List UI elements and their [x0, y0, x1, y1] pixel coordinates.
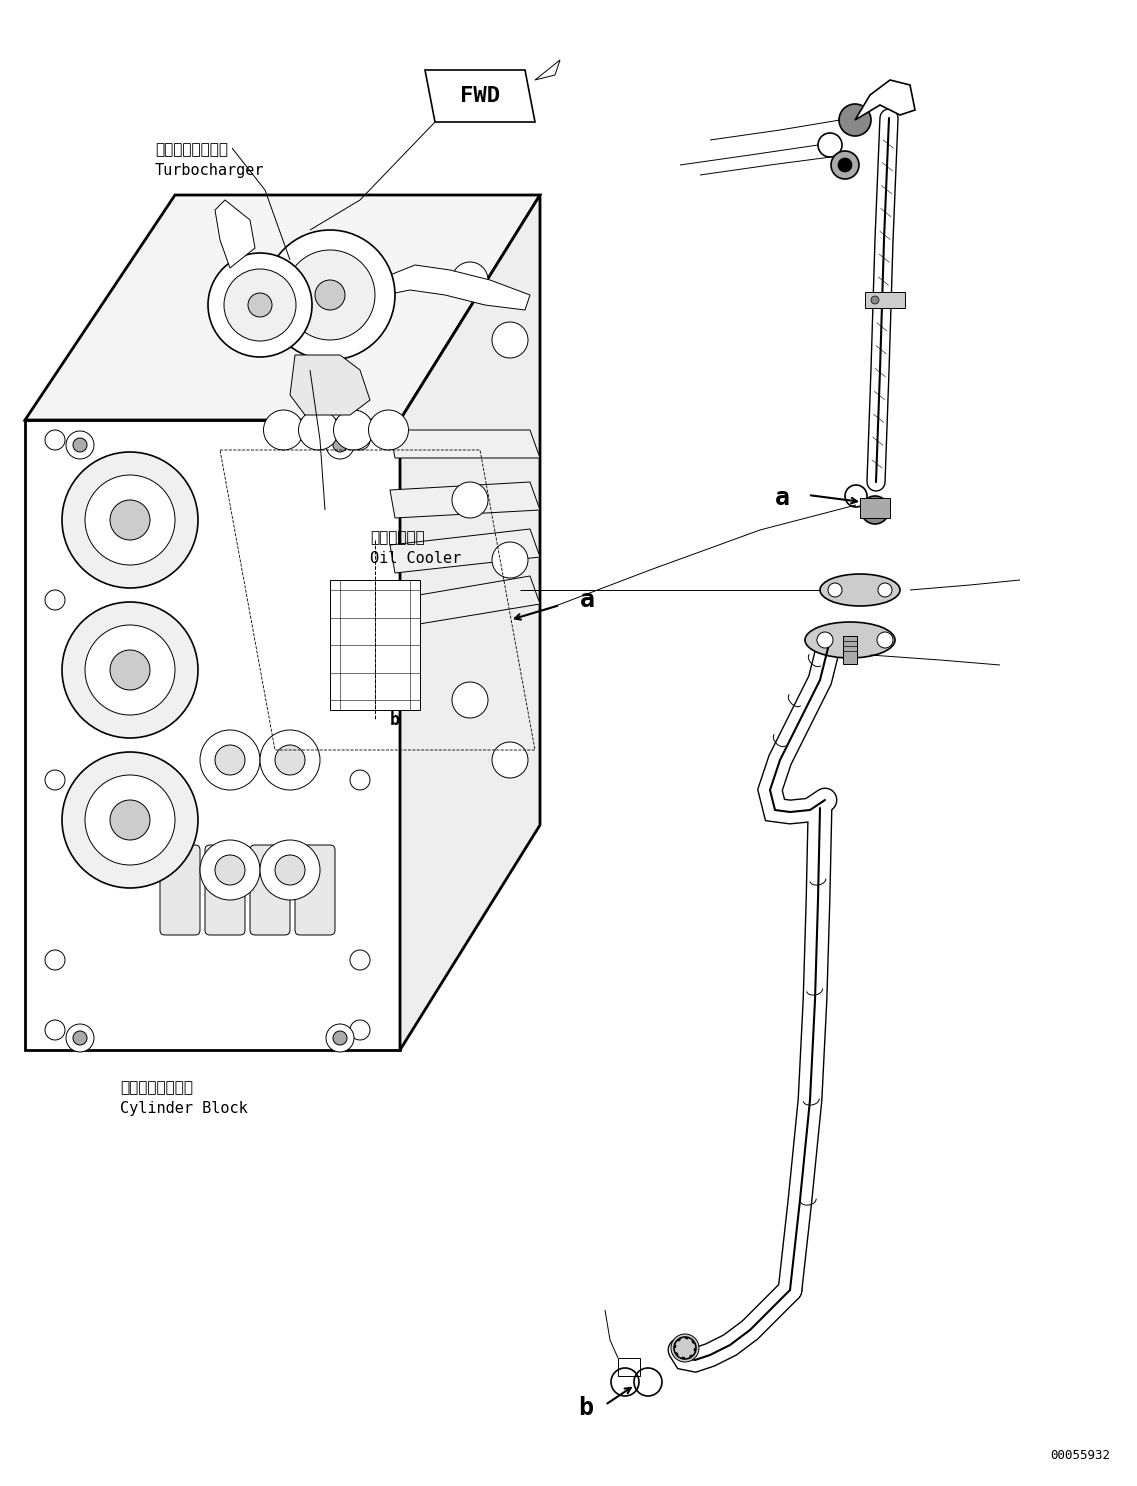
Text: オイルクーラ: オイルクーラ — [370, 531, 425, 545]
Circle shape — [110, 799, 150, 840]
Circle shape — [492, 322, 528, 358]
FancyBboxPatch shape — [250, 846, 290, 935]
Polygon shape — [425, 70, 536, 122]
Circle shape — [260, 840, 319, 901]
Circle shape — [350, 950, 370, 970]
Circle shape — [871, 296, 879, 305]
Bar — [330, 580, 420, 710]
Circle shape — [73, 1031, 88, 1045]
Circle shape — [275, 854, 305, 886]
Circle shape — [453, 682, 488, 718]
Circle shape — [66, 1024, 94, 1052]
Circle shape — [45, 429, 65, 450]
Circle shape — [453, 481, 488, 519]
Ellipse shape — [805, 623, 895, 658]
Circle shape — [248, 293, 272, 317]
Text: FWD: FWD — [460, 86, 500, 106]
Polygon shape — [25, 421, 400, 1051]
Text: a: a — [580, 588, 595, 612]
Circle shape — [275, 744, 305, 776]
Circle shape — [839, 104, 871, 137]
Circle shape — [110, 499, 150, 539]
Circle shape — [492, 542, 528, 578]
Circle shape — [671, 1334, 699, 1363]
Circle shape — [831, 152, 858, 178]
Circle shape — [63, 752, 198, 889]
Circle shape — [215, 744, 244, 776]
Text: Oil Cooler: Oil Cooler — [370, 551, 462, 566]
Circle shape — [45, 1019, 65, 1040]
Circle shape — [63, 452, 198, 588]
Circle shape — [368, 410, 408, 450]
Circle shape — [85, 476, 175, 565]
Polygon shape — [390, 429, 540, 458]
Circle shape — [260, 730, 319, 791]
Circle shape — [350, 1019, 370, 1040]
Circle shape — [838, 158, 852, 172]
Circle shape — [326, 431, 354, 459]
Circle shape — [333, 438, 347, 452]
Circle shape — [45, 770, 65, 791]
Circle shape — [350, 590, 370, 609]
Text: b: b — [578, 1395, 594, 1421]
Polygon shape — [400, 195, 540, 1051]
Circle shape — [224, 269, 296, 340]
Bar — [843, 636, 857, 664]
Circle shape — [828, 583, 843, 597]
Polygon shape — [855, 80, 915, 120]
Circle shape — [877, 632, 893, 648]
Circle shape — [45, 950, 65, 970]
Circle shape — [350, 770, 370, 791]
Text: Turbocharger: Turbocharger — [155, 163, 265, 178]
Circle shape — [265, 230, 395, 360]
FancyBboxPatch shape — [205, 846, 244, 935]
Circle shape — [861, 496, 889, 525]
Polygon shape — [390, 529, 540, 574]
Text: a: a — [775, 486, 790, 510]
Text: シリンダブロック: シリンダブロック — [121, 1080, 193, 1095]
Circle shape — [264, 410, 304, 450]
Polygon shape — [385, 265, 530, 311]
Text: b: b — [390, 710, 400, 730]
Circle shape — [350, 429, 370, 450]
Polygon shape — [290, 355, 370, 415]
Circle shape — [333, 410, 373, 450]
Ellipse shape — [820, 574, 901, 606]
Bar — [865, 293, 905, 308]
Circle shape — [215, 854, 244, 886]
Circle shape — [73, 438, 88, 452]
Circle shape — [45, 590, 65, 609]
Circle shape — [326, 1024, 354, 1052]
Circle shape — [200, 840, 260, 901]
Polygon shape — [390, 481, 540, 519]
Circle shape — [85, 626, 175, 715]
Text: ターボチャージャ: ターボチャージャ — [155, 143, 229, 158]
Circle shape — [66, 431, 94, 459]
Bar — [860, 498, 890, 519]
Circle shape — [200, 730, 260, 791]
Bar — [619, 1358, 640, 1376]
Circle shape — [285, 250, 375, 340]
FancyBboxPatch shape — [160, 846, 200, 935]
Circle shape — [63, 602, 198, 739]
FancyBboxPatch shape — [294, 846, 335, 935]
Circle shape — [85, 776, 175, 865]
Polygon shape — [25, 195, 540, 421]
Polygon shape — [215, 201, 255, 267]
Text: 00055932: 00055932 — [1049, 1449, 1110, 1462]
Circle shape — [110, 649, 150, 690]
Text: Cylinder Block: Cylinder Block — [121, 1101, 248, 1116]
Circle shape — [315, 279, 345, 311]
Polygon shape — [536, 59, 561, 80]
Circle shape — [453, 262, 488, 299]
Circle shape — [878, 583, 893, 597]
Circle shape — [818, 632, 833, 648]
Polygon shape — [390, 577, 540, 629]
Circle shape — [333, 1031, 347, 1045]
Circle shape — [299, 410, 339, 450]
Circle shape — [208, 253, 312, 357]
Circle shape — [492, 742, 528, 779]
